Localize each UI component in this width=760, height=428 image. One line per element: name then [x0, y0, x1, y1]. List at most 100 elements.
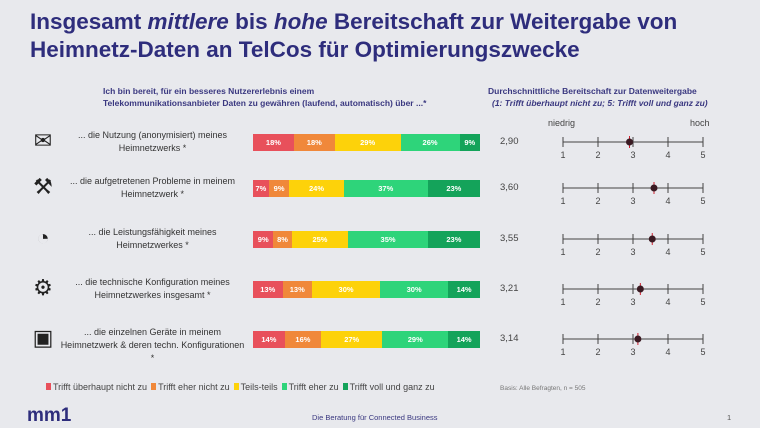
bar-segment: 18%: [293, 134, 335, 151]
bar-segment: 14%: [448, 281, 480, 298]
average-point: [634, 335, 642, 343]
legend-item: Trifft voll und ganz zu: [342, 382, 435, 392]
tick-label: 3: [630, 347, 635, 357]
page-number: 1: [727, 413, 732, 422]
tick-label: 5: [700, 150, 705, 160]
legend-swatch: [151, 383, 157, 390]
legend-swatch: [233, 383, 239, 390]
row-label: ... die einzelnen Geräte in meinem Heimn…: [60, 327, 245, 363]
average-point: [626, 138, 633, 146]
legend-swatch: [46, 383, 51, 390]
bar-segment: 14%: [448, 331, 480, 348]
tick-label: 3: [630, 196, 635, 206]
bar-segment: 30%: [312, 281, 381, 298]
legend-label: Trifft überhaupt nicht zu: [53, 382, 148, 392]
speedometer-icon: ◔: [36, 225, 50, 250]
bar-segment: 29%: [334, 134, 401, 151]
tick-label: 4: [665, 247, 670, 257]
bar-segment: 25%: [291, 231, 349, 248]
row-label: ... die Nutzung (anonymisiert) meines He…: [77, 130, 228, 153]
tick-label: 1: [560, 196, 565, 206]
average-value: 3,21: [500, 283, 519, 294]
tick-label: 1: [560, 150, 565, 160]
tick-label: 4: [665, 297, 670, 307]
footer-text: Die Beratung für Connected Business: [312, 413, 438, 422]
tick-label: 2: [595, 247, 600, 257]
average-value: 3,55: [500, 233, 519, 244]
tick-label: 3: [630, 247, 635, 257]
page-title: Insgesamt mittlere bis hohe Bereitschaft…: [30, 9, 678, 62]
bar-segment: 8%: [273, 231, 292, 248]
bar-segment: 29%: [382, 331, 449, 348]
tick-label: 2: [595, 150, 600, 160]
average-point: [636, 285, 644, 293]
average-title: Durchschnittliche Bereitschaft zur Daten…: [488, 86, 697, 96]
tick-label: 4: [665, 347, 670, 357]
scale-low-label: niedrig: [548, 118, 576, 128]
bar-segment: 13%: [253, 281, 283, 298]
average-value: 3,60: [500, 182, 519, 193]
bar-segment: 14%: [253, 331, 285, 348]
person-tools-icon: ⚒: [33, 174, 53, 199]
tick-label: 2: [595, 196, 600, 206]
average-point: [650, 184, 658, 192]
bar-segment: 9%: [268, 180, 290, 197]
stacked-bar: 7% 9% 24% 37% 23%: [253, 180, 480, 197]
document-mail-icon: ✉: [33, 128, 53, 153]
bar-segment: 30%: [380, 281, 449, 298]
stacked-bar: 9% 8% 25% 35% 23%: [253, 231, 480, 248]
bar-segment: 9%: [459, 134, 480, 151]
bar-segment: 13%: [282, 281, 312, 298]
basis-note: Basis: Alle Befragten, n = 505: [500, 385, 586, 392]
legend-label: Trifft eher zu: [288, 382, 339, 392]
average-point: [648, 235, 656, 243]
legend-item: Trifft überhaupt nicht zu: [46, 382, 147, 392]
bar-segment: 37%: [343, 180, 428, 197]
legend-swatch: [342, 383, 348, 390]
question-text: Ich bin bereit, für ein besseres Nutzere…: [103, 86, 427, 108]
tick-label: 1: [560, 347, 565, 357]
row-label: ... die aufgetretenen Probleme in meinem…: [69, 176, 236, 199]
legend-label: Teils-teils: [240, 382, 278, 392]
bar-segment: 24%: [289, 180, 344, 197]
devices-icon: ▣: [32, 325, 54, 350]
bar-segment: 35%: [348, 231, 428, 248]
bar-segment: 16%: [284, 331, 322, 348]
tick-label: 2: [595, 297, 600, 307]
stacked-bar: 13% 13% 30% 30% 14%: [253, 281, 480, 298]
row-label: ... die technische Konfiguration meines …: [75, 277, 230, 300]
average-subtitle: (1: Trifft überhaupt nicht zu; 5: Trifft…: [492, 98, 708, 108]
legend-item: Trifft eher zu: [281, 382, 339, 392]
tick-label: 5: [700, 247, 705, 257]
tick-label: 5: [700, 196, 705, 206]
bar-segment: 18%: [253, 134, 294, 151]
bar-segment: 7%: [253, 180, 269, 197]
average-value: 2,90: [500, 136, 519, 147]
bar-segment: 9%: [253, 231, 274, 248]
legend-item: Trifft eher nicht zu: [151, 382, 230, 392]
average-value: 3,14: [500, 333, 519, 344]
bar-segment: 27%: [321, 331, 383, 348]
stacked-bar: 18% 18% 29% 26% 9%: [253, 134, 480, 151]
bar-segment: 26%: [400, 134, 460, 151]
row-label: ... die Leistungsfähigkeit meines Heimne…: [88, 227, 217, 250]
tick-label: 3: [630, 150, 635, 160]
tick-label: 4: [665, 196, 670, 206]
legend-label: Trifft eher nicht zu: [158, 382, 230, 392]
logo: mm1: [27, 405, 72, 426]
scale-high-label: hoch: [690, 118, 710, 128]
tick-label: 4: [665, 150, 670, 160]
legend-label: Trifft voll und ganz zu: [349, 382, 435, 392]
tick-label: 1: [560, 297, 565, 307]
legend: Trifft überhaupt nicht zu Trifft eher nic…: [46, 382, 435, 392]
tick-label: 3: [630, 297, 635, 307]
average-header: Durchschnittliche Bereitschaft zur Daten…: [488, 85, 748, 109]
stacked-bar: 14% 16% 27% 29% 14%: [253, 331, 480, 348]
tick-label: 2: [595, 347, 600, 357]
tick-label: 5: [700, 347, 705, 357]
legend-swatch: [281, 383, 287, 390]
legend-item: Teils-teils: [233, 382, 278, 392]
tick-label: 5: [700, 297, 705, 307]
bar-segment: 23%: [427, 180, 480, 197]
